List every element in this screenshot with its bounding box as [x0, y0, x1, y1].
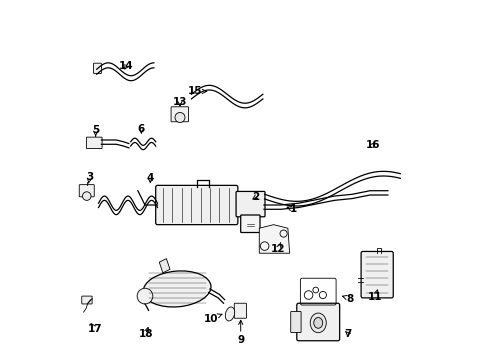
FancyBboxPatch shape	[291, 311, 301, 333]
Text: 9: 9	[237, 320, 245, 345]
Circle shape	[175, 112, 185, 122]
Ellipse shape	[314, 318, 323, 328]
Text: 17: 17	[88, 323, 102, 334]
Circle shape	[82, 192, 91, 201]
Ellipse shape	[225, 307, 235, 321]
Polygon shape	[159, 258, 170, 273]
Text: 4: 4	[147, 173, 154, 183]
Text: 5: 5	[92, 125, 99, 136]
Ellipse shape	[143, 271, 211, 307]
FancyBboxPatch shape	[156, 185, 238, 225]
FancyBboxPatch shape	[241, 215, 260, 233]
FancyBboxPatch shape	[171, 107, 189, 122]
Text: 13: 13	[173, 97, 187, 107]
FancyBboxPatch shape	[361, 251, 393, 298]
FancyBboxPatch shape	[82, 296, 92, 304]
FancyBboxPatch shape	[234, 303, 246, 318]
FancyBboxPatch shape	[236, 192, 265, 217]
Text: 3: 3	[86, 172, 93, 183]
Text: 15: 15	[188, 86, 206, 96]
Text: 10: 10	[204, 314, 222, 324]
FancyBboxPatch shape	[79, 185, 94, 197]
Text: 12: 12	[271, 243, 286, 253]
Text: 8: 8	[343, 294, 354, 303]
Text: 1: 1	[287, 204, 297, 214]
Ellipse shape	[310, 313, 326, 333]
Text: 2: 2	[252, 192, 259, 202]
FancyBboxPatch shape	[94, 63, 101, 73]
Text: 11: 11	[368, 290, 383, 302]
Text: 7: 7	[344, 329, 351, 339]
Text: 14: 14	[119, 61, 134, 71]
FancyBboxPatch shape	[297, 303, 340, 341]
Text: 6: 6	[138, 124, 145, 134]
Text: 18: 18	[139, 328, 153, 339]
Text: 16: 16	[366, 140, 380, 150]
Circle shape	[137, 288, 153, 304]
Polygon shape	[259, 225, 290, 253]
FancyBboxPatch shape	[86, 137, 102, 149]
